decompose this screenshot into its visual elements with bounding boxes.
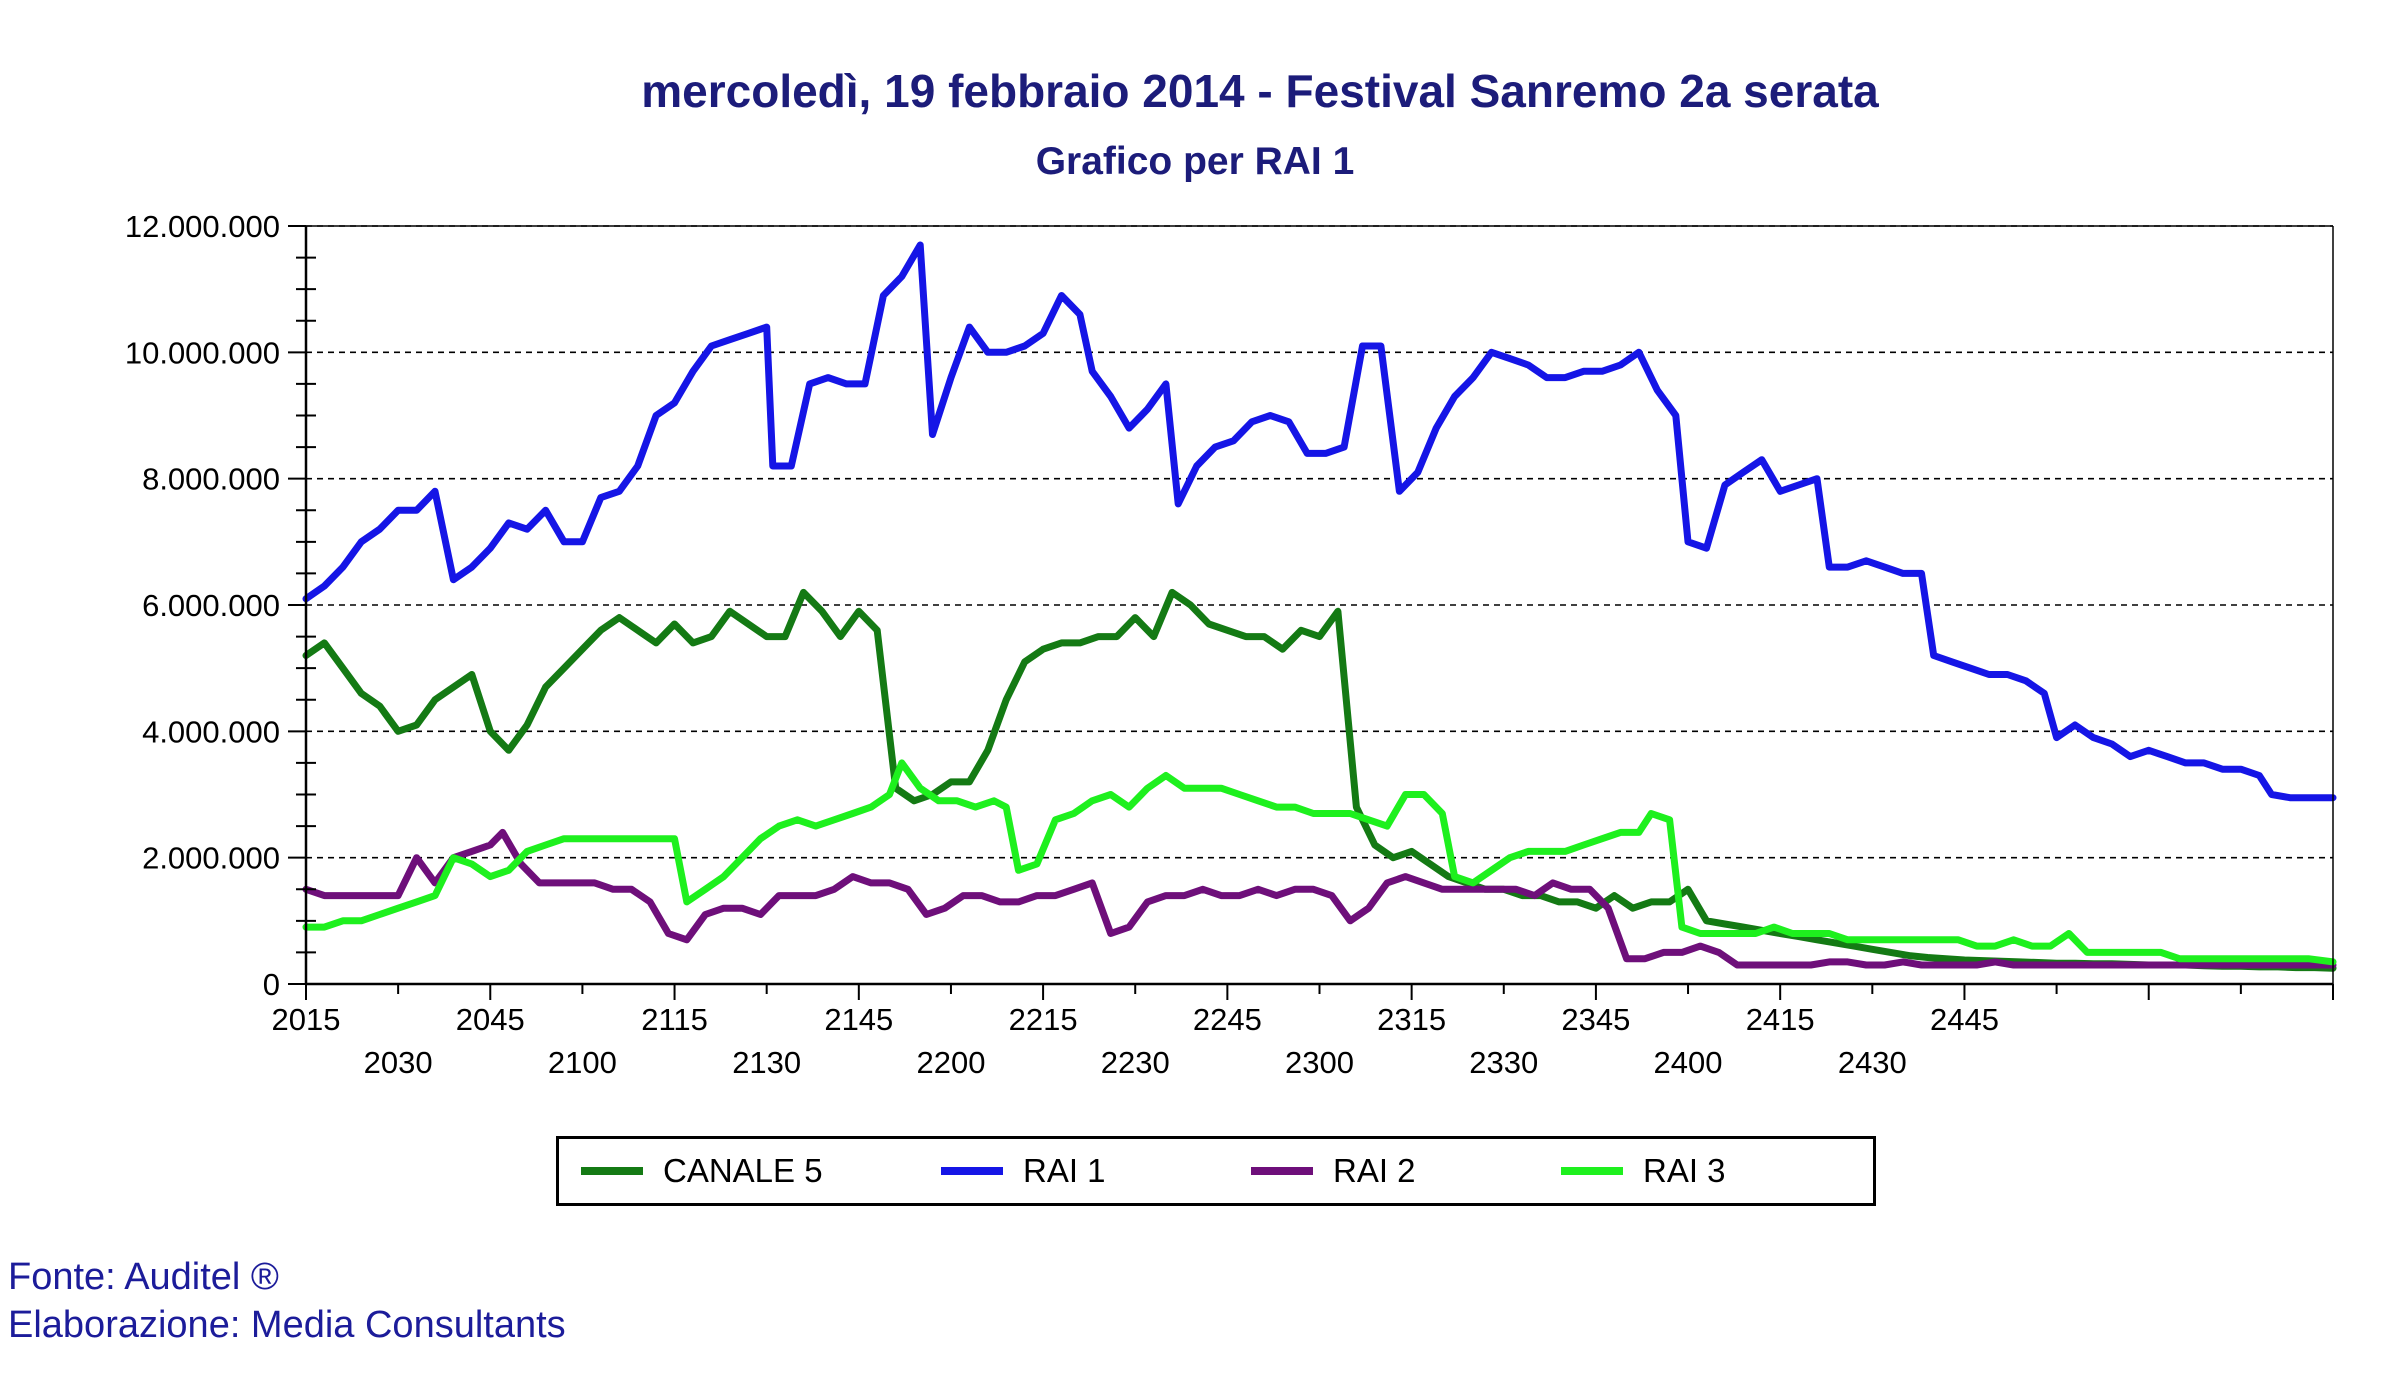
x-tick-label: 2145 <box>824 1002 893 1037</box>
series-line-rai-2 <box>302 828 2337 969</box>
x-tick-label: 2030 <box>364 1045 433 1080</box>
legend-label-rai2: RAI 2 <box>1333 1152 1416 1189</box>
legend-label-rai3: RAI 3 <box>1643 1152 1726 1189</box>
y-tick-labels: 0 2.000.000 4.000.000 6.000.000 8.000.000 10.… <box>125 209 280 1002</box>
x-tick-label: 2245 <box>1193 1002 1262 1037</box>
x-tick-label: 2215 <box>1009 1002 1078 1037</box>
chart-title: mercoledì, 19 febbraio 2014 - Festival S… <box>641 65 1879 117</box>
x-tick-label: 2115 <box>641 1002 708 1037</box>
y-tick-label: 12.000.000 <box>125 209 280 244</box>
legend-swatch-rai1 <box>941 1167 1003 1175</box>
x-tick-label: 2415 <box>1746 1002 1815 1037</box>
y-tick-label: 4.000.000 <box>142 714 280 749</box>
legend-swatch-rai3 <box>1561 1167 1623 1175</box>
series-line-rai-1 <box>302 241 2337 802</box>
gridlines <box>306 225 2333 859</box>
y-tick-label: 0 <box>263 967 280 1002</box>
series-line-rai-3 <box>302 759 2337 966</box>
x-tick-label: 2045 <box>456 1002 525 1037</box>
y-tick-label: 6.000.000 <box>142 588 280 623</box>
x-tick-label: 2200 <box>916 1045 985 1080</box>
legend-item-rai2: RAI 2 <box>1251 1139 1416 1203</box>
legend-item-canale5: CANALE 5 <box>581 1139 823 1203</box>
x-tick-label: 2130 <box>732 1045 801 1080</box>
footer-source: Fonte: Auditel ® <box>8 1256 279 1298</box>
x-tick-label: 2100 <box>548 1045 617 1080</box>
x-tick-label: 2300 <box>1285 1045 1354 1080</box>
axes <box>288 225 2334 1000</box>
legend-swatch-rai2 <box>1251 1167 1313 1175</box>
x-tick-label: 2015 <box>272 1002 341 1037</box>
legend-label-canale5: CANALE 5 <box>663 1152 823 1189</box>
x-tick-label: 2345 <box>1561 1002 1630 1037</box>
y-tick-label: 2.000.000 <box>142 841 280 876</box>
x-tick-label: 2315 <box>1377 1002 1446 1037</box>
x-tick-label: 2400 <box>1654 1045 1723 1080</box>
x-tick-label: 2330 <box>1469 1045 1538 1080</box>
x-tick-label: 2230 <box>1101 1045 1170 1080</box>
series-lines <box>302 241 2337 972</box>
x-tick-label: 2445 <box>1930 1002 1999 1037</box>
y-tick-label: 8.000.000 <box>142 462 280 497</box>
legend-label-rai1: RAI 1 <box>1023 1152 1106 1189</box>
y-tick-label: 10.000.000 <box>125 335 280 370</box>
chart-subtitle: Grafico per RAI 1 <box>1035 140 1355 183</box>
legend-item-rai3: RAI 3 <box>1561 1139 1726 1203</box>
series-line-canale-5 <box>302 588 2337 972</box>
legend: CANALE 5 RAI 1 RAI 2 RAI 3 <box>556 1136 1876 1206</box>
footer-processing: Elaborazione: Media Consultants <box>8 1304 566 1346</box>
x-tick-label: 2430 <box>1838 1045 1907 1080</box>
legend-item-rai1: RAI 1 <box>941 1139 1106 1203</box>
legend-swatch-canale5 <box>581 1167 643 1175</box>
x-tick-labels: 2015 2045 2115 2145 2215 2245 2315 2345 2415 2445… <box>272 1002 1999 1080</box>
